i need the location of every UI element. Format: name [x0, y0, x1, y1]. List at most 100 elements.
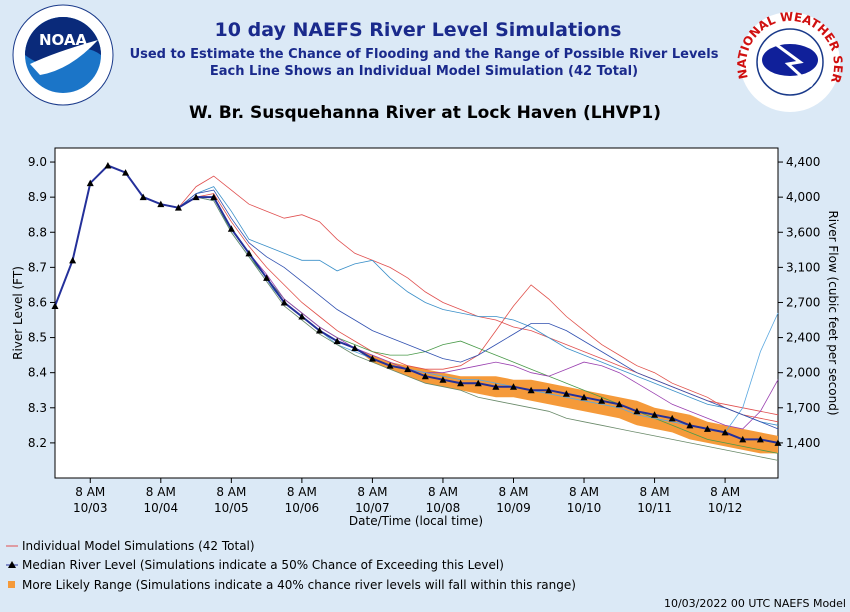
y-tick-label: 8.7 [28, 260, 47, 274]
subtitle: Each Line Shows an Individual Model Simu… [210, 64, 638, 79]
tick-label-line: 10/04 [144, 501, 179, 515]
median-marker [739, 435, 747, 443]
median-marker [527, 386, 535, 394]
y-tick-label: 8.6 [28, 295, 47, 309]
subtitle: Used to Estimate the Chance of Flooding … [130, 47, 719, 62]
median-marker [245, 249, 253, 257]
legend-label: Individual Model Simulations (42 Total) [22, 539, 255, 553]
x-tick-label: 8 AM 10/12 [708, 485, 743, 515]
x-tick-label: 8 AM 10/11 [637, 485, 672, 515]
median-marker [174, 204, 182, 211]
y-tick-label: 8.4 [28, 366, 47, 380]
y2-tick-label: 4,400 [786, 155, 820, 169]
median-marker [651, 411, 659, 418]
median-marker [157, 200, 165, 208]
y-tick-label: 8.3 [28, 401, 47, 415]
y2-tick-label: 3,100 [786, 260, 820, 274]
legend-swatch [8, 561, 16, 568]
y2-tick-label: 2,000 [786, 366, 820, 380]
median-marker [386, 362, 394, 369]
median-marker [686, 421, 694, 429]
x-tick-label: 8 AM 10/05 [214, 485, 249, 515]
median-marker [421, 372, 429, 380]
x-tick-label: 8 AM 10/10 [567, 485, 602, 515]
tick-label-line: 8 AM [287, 485, 317, 499]
chart-title: 10 day NAEFS River Level Simulations [215, 19, 622, 41]
footer: 10/03/2022 00 UTC NAEFS Model [664, 597, 846, 610]
tick-label-line: 8 AM [640, 485, 670, 499]
tick-label-line: 8 AM [569, 485, 599, 499]
median-marker [598, 397, 606, 404]
y2-tick-label: 1,400 [786, 436, 820, 450]
y2-tick-label: 1,700 [786, 401, 820, 415]
median-marker [139, 193, 147, 201]
y2-tick-label: 3,600 [786, 225, 820, 239]
tick-label-line: 10/08 [426, 501, 461, 515]
median-marker [668, 414, 676, 422]
location-title: W. Br. Susquehanna River at Lock Haven (… [189, 103, 661, 123]
tick-label-line: 8 AM [710, 485, 740, 499]
tick-label-line: 8 AM [357, 485, 387, 499]
median-marker [368, 355, 376, 362]
tick-label-line: 10/07 [355, 501, 390, 515]
logo-text: NOAA [39, 31, 88, 49]
median-marker [86, 179, 94, 187]
tick-label-line: 10/10 [567, 501, 602, 515]
median-marker [721, 428, 729, 436]
y-tick-label: 8.2 [28, 436, 47, 450]
median-marker [351, 344, 359, 352]
y2-tick-label: 2,400 [786, 331, 820, 345]
y-tick-label: 8.8 [28, 225, 47, 239]
tick-label-line: 8 AM [498, 485, 528, 499]
y2-tick-label: 2,700 [786, 295, 820, 309]
median-marker [633, 407, 641, 415]
noaa-logo: NOAA [12, 4, 114, 106]
tick-label-line: 8 AM [216, 485, 246, 499]
median-marker [51, 302, 59, 309]
y-tick-label: 8.5 [28, 331, 47, 345]
median-marker [316, 327, 324, 334]
median-marker [69, 256, 77, 264]
median-marker [439, 376, 447, 383]
tick-label-line: 10/12 [708, 501, 743, 515]
x-tick-label: 8 AM 10/04 [144, 485, 179, 515]
median-marker [580, 393, 588, 401]
tick-label-line: 10/11 [637, 501, 672, 515]
median-marker [474, 379, 482, 387]
tick-label-line: 8 AM [75, 485, 105, 499]
y-tick-label: 9.0 [28, 155, 47, 169]
likely-range [55, 165, 778, 454]
x-tick-label: 8 AM 10/07 [355, 485, 390, 515]
legend-label: More Likely Range (Simulations indicate … [22, 578, 576, 592]
median-marker [210, 193, 218, 201]
tick-label-line: 10/09 [496, 501, 531, 515]
y2-axis-label: River Flow (cubic feet per second) [826, 210, 840, 415]
median-marker [227, 225, 235, 232]
median-marker [333, 337, 341, 345]
y2-tick-label: 4,000 [786, 190, 820, 204]
median-marker [280, 298, 288, 306]
median-marker [703, 425, 711, 432]
tick-label-line: 10/06 [285, 501, 320, 515]
y-axis-label: River Level (FT) [11, 266, 25, 360]
median-marker [298, 313, 306, 320]
x-tick-label: 8 AM 10/09 [496, 485, 531, 515]
median-line [54, 164, 779, 444]
tick-label-line: 8 AM [146, 485, 176, 499]
median-marker [756, 435, 764, 443]
y-tick-label: 8.9 [28, 190, 47, 204]
x-axis-label: Date/Time (local time) [349, 514, 483, 528]
legend-swatch [8, 581, 15, 588]
median-marker [263, 274, 271, 281]
x-tick-label: 8 AM 10/06 [285, 485, 320, 515]
tick-label-line: 10/03 [73, 501, 108, 515]
x-tick-label: 8 AM 10/03 [73, 485, 108, 515]
median-marker [509, 383, 517, 390]
median-marker [122, 169, 130, 176]
x-tick-label: 8 AM 10/08 [426, 485, 461, 515]
median-marker [615, 400, 623, 408]
median-marker [192, 193, 200, 201]
median-marker [104, 162, 112, 169]
tick-label-line: 10/05 [214, 501, 249, 515]
